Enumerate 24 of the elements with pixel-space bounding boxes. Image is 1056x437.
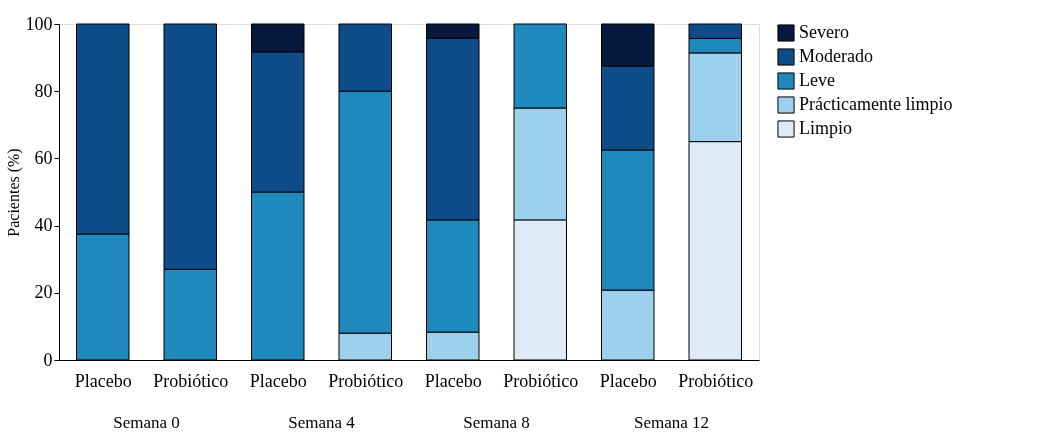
y-tick-label: 80 — [34, 80, 53, 101]
x-tick-label: Probiótico — [153, 370, 229, 391]
legend-label: Prácticamente limpio — [799, 94, 953, 114]
x-tick-label: Probiótico — [678, 370, 754, 391]
x-tick-label: Probiótico — [328, 370, 404, 391]
x-tick-label: Placebo — [249, 370, 307, 391]
x-tick-label: Placebo — [599, 370, 657, 391]
y-axis-title: Pacientes (%) — [4, 148, 23, 237]
legend-label: Limpio — [799, 118, 852, 138]
text: Semana 0 — [113, 413, 180, 432]
text: Semana 4 — [288, 413, 356, 432]
x-tick-label: Placebo — [74, 370, 132, 391]
x-tick-label: Probiótico — [503, 370, 579, 391]
y-tick-label: 100 — [25, 13, 53, 34]
y-tick-label: 0 — [43, 349, 53, 370]
legend-label: Severo — [799, 22, 849, 42]
y-tick-label: 40 — [34, 215, 53, 236]
text: Semana 12 — [633, 413, 710, 432]
text: Semana 8 — [463, 413, 530, 432]
x-tick-label: Placebo — [424, 370, 482, 391]
y-tick-label: 20 — [34, 282, 53, 303]
legend-label: Moderado — [799, 46, 873, 66]
y-tick-label: 60 — [34, 147, 53, 168]
legend-label: Leve — [799, 70, 835, 90]
